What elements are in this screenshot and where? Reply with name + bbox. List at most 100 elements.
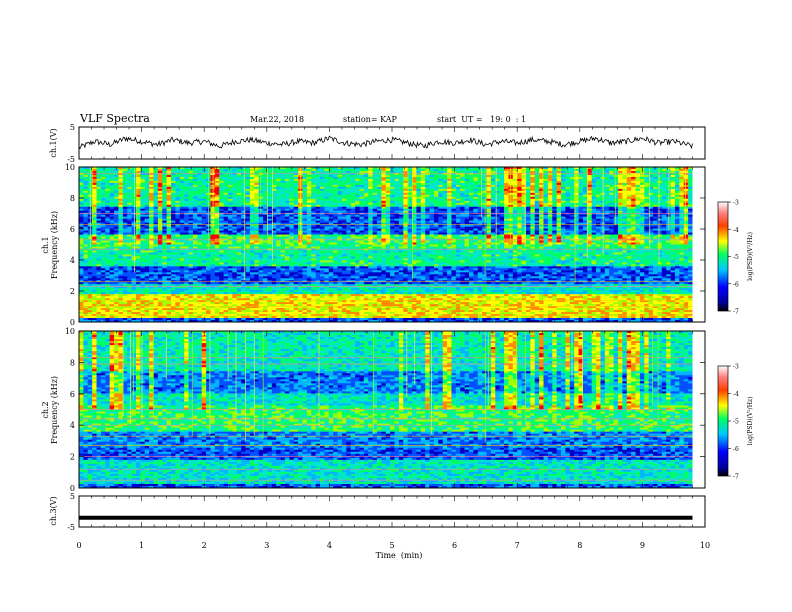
heatmap-cell — [364, 225, 369, 227]
heatmap-cell — [189, 187, 194, 189]
heatmap-cell — [478, 235, 483, 237]
heatmap-cell — [324, 207, 329, 209]
heatmap-cell — [535, 235, 540, 237]
heatmap-cell — [653, 211, 658, 213]
heatmap-cell — [386, 201, 391, 203]
heatmap-cell — [281, 197, 286, 199]
heatmap-cell — [377, 203, 382, 205]
ch1-y-tick-label: 5 — [70, 123, 75, 132]
heatmap-cell — [250, 215, 255, 217]
heatmap-cell — [430, 229, 435, 231]
heatmap-cell — [530, 221, 535, 223]
heatmap-cell — [184, 207, 189, 209]
heatmap-cell — [118, 179, 123, 181]
heatmap-cell — [416, 185, 421, 187]
heatmap-cell — [557, 227, 562, 229]
heatmap-cell — [596, 181, 601, 183]
heatmap-cell — [97, 229, 102, 231]
heatmap-cell — [324, 211, 329, 213]
heatmap-cell — [351, 199, 356, 201]
heatmap-cell — [171, 205, 176, 207]
heatmap-cell — [101, 233, 106, 235]
heatmap-cell — [246, 187, 251, 189]
heatmap-cell — [570, 185, 575, 187]
heatmap-cell — [684, 179, 689, 181]
heatmap-cell — [465, 213, 470, 215]
heatmap-cell — [167, 199, 172, 201]
heatmap-cell — [97, 227, 102, 229]
heatmap-cell — [189, 199, 194, 201]
heatmap-cell — [513, 235, 518, 237]
heatmap-cell — [232, 205, 237, 207]
heatmap-cell — [609, 227, 614, 229]
heatmap-cell — [276, 177, 281, 179]
heatmap-cell — [359, 233, 364, 235]
heatmap-cell — [631, 215, 636, 217]
heatmap-cell — [456, 227, 461, 229]
heatmap-cell — [443, 185, 448, 187]
heatmap-cell — [504, 225, 509, 227]
heatmap-cell — [202, 207, 207, 209]
heatmap-cell — [311, 183, 316, 185]
heatmap-cell — [430, 227, 435, 229]
heatmap-cell — [465, 229, 470, 231]
heatmap-cell — [526, 181, 531, 183]
heatmap-cell — [329, 207, 334, 209]
heatmap-cell — [149, 193, 154, 195]
heatmap-cell — [145, 203, 150, 205]
heatmap-cell — [684, 201, 689, 203]
heatmap-cell — [386, 209, 391, 211]
heatmap-cell — [149, 217, 154, 219]
heatmap-cell — [557, 199, 562, 201]
heatmap-cell — [434, 209, 439, 211]
heatmap-cell — [473, 193, 478, 195]
heatmap-cell — [110, 189, 115, 191]
heatmap-cell — [338, 213, 343, 215]
heatmap-cell — [517, 207, 522, 209]
heatmap-cell — [342, 217, 347, 219]
heatmap-cell — [171, 233, 176, 235]
heatmap-cell — [408, 227, 413, 229]
heatmap-cell — [118, 227, 123, 229]
heatmap-cell — [302, 191, 307, 193]
heatmap-cell — [526, 233, 531, 235]
heatmap-cell — [469, 183, 474, 185]
heatmap-cell — [232, 227, 237, 229]
heatmap-cell — [500, 197, 505, 199]
heatmap-cell — [430, 183, 435, 185]
heatmap-cell — [276, 219, 281, 221]
heatmap-cell — [316, 205, 321, 207]
heatmap-cell — [465, 181, 470, 183]
heatmap-cell — [158, 169, 163, 171]
heatmap-cell — [500, 201, 505, 203]
heatmap-cell — [175, 177, 180, 179]
heatmap-cell — [386, 193, 391, 195]
heatmap-cell — [627, 193, 632, 195]
heatmap-cell — [311, 205, 316, 207]
heatmap-cell — [565, 215, 570, 217]
heatmap-cell — [622, 203, 627, 205]
heatmap-cell — [526, 185, 531, 187]
heatmap-cell — [355, 203, 360, 205]
heatmap-cell — [338, 235, 343, 237]
heatmap-cell — [118, 203, 123, 205]
heatmap-cell — [202, 183, 207, 185]
heatmap-cell — [530, 203, 535, 205]
heatmap-cell — [517, 187, 522, 189]
heatmap-cell — [557, 225, 562, 227]
heatmap-cell — [684, 169, 689, 171]
heatmap-cell — [609, 169, 614, 171]
heatmap-cell — [522, 233, 527, 235]
heatmap-cell — [167, 213, 172, 215]
heatmap-cell — [671, 209, 676, 211]
heatmap-cell — [219, 183, 224, 185]
heatmap-cell — [364, 181, 369, 183]
heatmap-cell — [451, 169, 456, 171]
heatmap-cell — [456, 233, 461, 235]
heatmap-cell — [473, 221, 478, 223]
heatmap-cell — [465, 195, 470, 197]
heatmap-cell — [386, 233, 391, 235]
heatmap-cell — [596, 217, 601, 219]
heatmap-cell — [596, 207, 601, 209]
heatmap-cell — [267, 209, 272, 211]
